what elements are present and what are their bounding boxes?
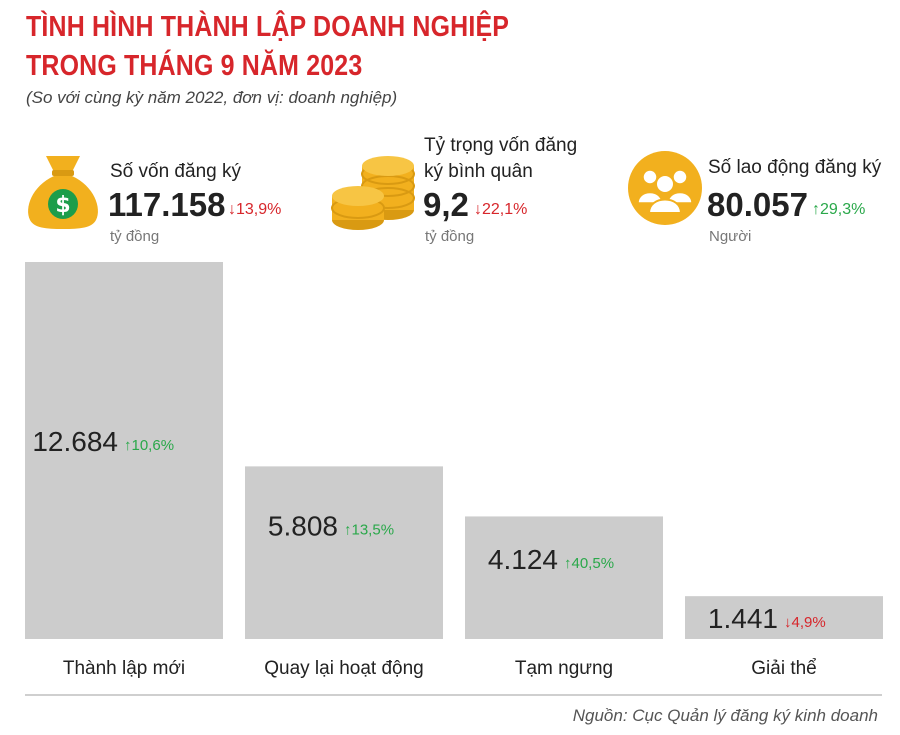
stat-label: Số vốn đăng ký <box>110 161 241 182</box>
bar-value-label: 5.808 <box>268 510 338 541</box>
stat-value: 9,2 <box>423 186 469 223</box>
bar <box>465 516 663 639</box>
bar-change-label: ↑40,5% <box>564 555 614 572</box>
bar-value-label: 12.684 <box>32 426 118 457</box>
stat-label-line-2: ký bình quân <box>424 161 533 182</box>
stat-unit: tỷ đồng <box>110 228 160 245</box>
stat-change: ↓22,1% <box>474 201 528 218</box>
svg-text:$: $ <box>55 193 70 218</box>
category-label: Giải thể <box>751 658 816 679</box>
bar <box>245 466 443 639</box>
category-label: Thành lập mới <box>63 658 185 679</box>
category-label: Tạm ngưng <box>515 658 613 679</box>
page-subtitle: (So với cùng kỳ năm 2022, đơn vị: doanh … <box>26 88 398 107</box>
stat-label-line-1: Tỷ trọng vốn đăng <box>424 135 578 156</box>
page-title-line-1: TÌNH HÌNH THÀNH LẬP DOANH NGHIỆP <box>26 11 510 43</box>
bar-value-label: 4.124 <box>488 544 558 575</box>
stat-label: Số lao động đăng ký <box>708 157 882 178</box>
people-icon <box>628 151 702 225</box>
bar-change-label: ↑10,6% <box>124 437 174 454</box>
coins-icon <box>331 156 415 230</box>
bar-chart: 12.684 ↑10,6% Thành lập mới 5.808 ↑13,5% Quay… <box>25 262 883 679</box>
stat-unit: Người <box>709 228 752 245</box>
category-label: Quay lại hoạt động <box>264 658 424 679</box>
bar <box>25 262 223 639</box>
arrow-up-icon: ↑ <box>812 201 820 218</box>
stat-value: 80.057 <box>707 186 808 223</box>
arrow-down-icon: ↓ <box>228 201 236 218</box>
bar-change-label: ↑13,5% <box>344 521 394 538</box>
page-title-line-2: TRONG THÁNG 9 NĂM 2023 <box>26 50 363 82</box>
bar <box>685 596 883 639</box>
stat-unit: tỷ đồng <box>425 228 475 245</box>
bar-value-label: 1.441 <box>708 603 778 634</box>
source-note: Nguồn: Cục Quản lý đăng ký kinh doanh <box>572 706 878 725</box>
arrow-down-icon: ↓ <box>474 201 482 218</box>
stat-change: ↑29,3% <box>812 201 866 218</box>
bar-change-label: ↓4,9% <box>784 614 826 631</box>
money-bag-icon: $ <box>28 156 98 229</box>
footer-divider <box>25 694 882 696</box>
stat-value: 117.158 <box>108 186 226 223</box>
stat-change: ↓13,9% <box>228 201 282 218</box>
